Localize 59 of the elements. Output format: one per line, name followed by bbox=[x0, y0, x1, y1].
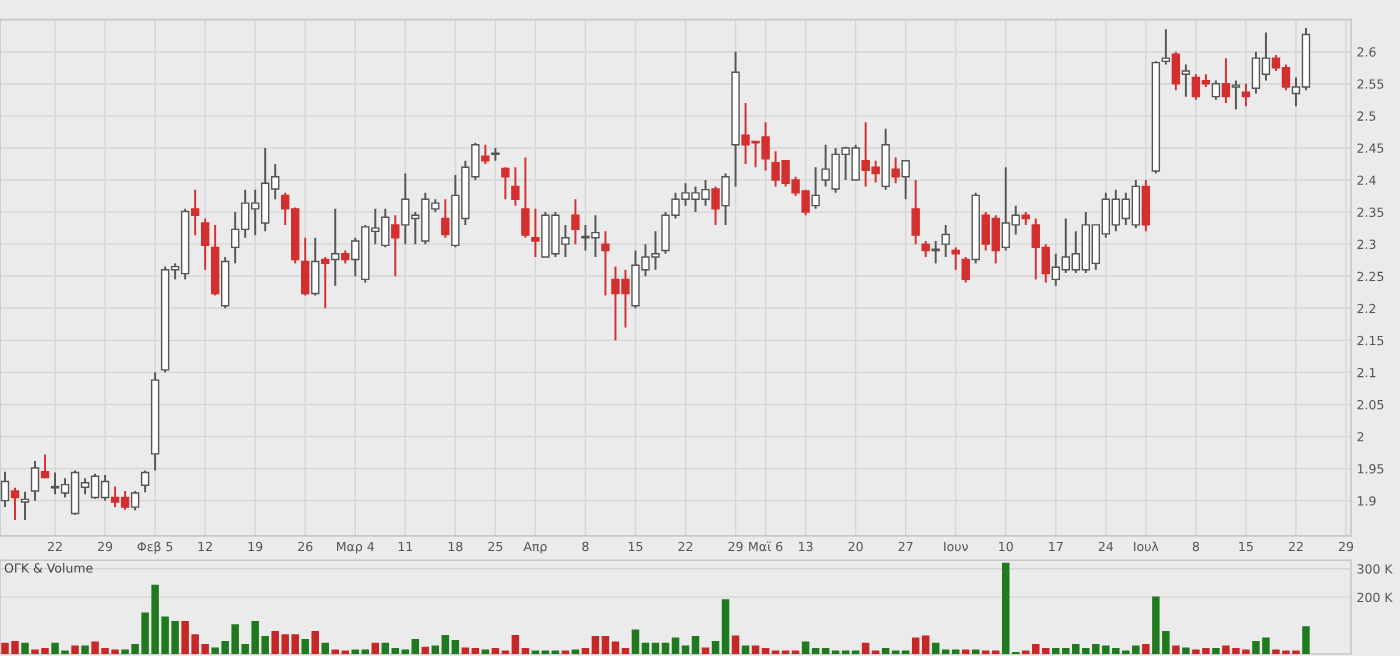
candlestick bbox=[571, 198, 580, 246]
candlestick bbox=[881, 127, 890, 191]
candlestick bbox=[531, 207, 540, 258]
candlestick bbox=[1231, 79, 1241, 111]
candlestick bbox=[140, 469, 150, 494]
bar bbox=[371, 642, 380, 655]
bar bbox=[1212, 648, 1220, 655]
candlestick bbox=[331, 207, 340, 287]
candlestick bbox=[10, 486, 20, 521]
bar bbox=[971, 649, 980, 655]
candlestick bbox=[391, 214, 400, 278]
candlestick bbox=[911, 179, 920, 246]
candlestick bbox=[1221, 57, 1231, 105]
candlestick bbox=[961, 256, 970, 284]
candlestick bbox=[311, 236, 320, 297]
candlestick bbox=[511, 166, 520, 207]
bar bbox=[961, 649, 970, 655]
bar bbox=[81, 645, 89, 655]
bar bbox=[1182, 647, 1190, 655]
candlestick bbox=[891, 156, 900, 185]
bar bbox=[301, 638, 309, 655]
bar bbox=[481, 649, 490, 655]
bar bbox=[731, 635, 740, 655]
candlestick bbox=[1171, 50, 1181, 92]
candlestick bbox=[1211, 79, 1221, 101]
bar bbox=[321, 642, 329, 655]
candlestick bbox=[501, 166, 510, 201]
bar bbox=[1302, 626, 1310, 655]
candlestick bbox=[200, 217, 210, 271]
candlestick bbox=[931, 239, 940, 265]
candlestick bbox=[481, 143, 490, 165]
candlestick bbox=[0, 470, 10, 509]
bar bbox=[21, 642, 29, 655]
bar bbox=[1142, 644, 1150, 655]
candlestick bbox=[441, 198, 450, 239]
bar bbox=[571, 649, 580, 655]
candlestick bbox=[190, 188, 200, 237]
bar bbox=[311, 631, 319, 655]
candlestick bbox=[1141, 179, 1151, 233]
candlestick bbox=[521, 156, 530, 239]
candlestick bbox=[321, 256, 330, 310]
candlestick bbox=[721, 172, 730, 226]
candlestick bbox=[811, 166, 820, 210]
candlestick bbox=[711, 185, 720, 226]
candlestick bbox=[901, 159, 910, 201]
candlestick bbox=[1181, 63, 1191, 98]
candlestick bbox=[1241, 82, 1251, 108]
bar bbox=[1172, 645, 1180, 655]
candlestick bbox=[1161, 28, 1171, 66]
candlestick bbox=[20, 490, 30, 521]
candlestick bbox=[601, 230, 610, 297]
candlestick bbox=[220, 256, 230, 310]
bar bbox=[71, 645, 79, 655]
bar bbox=[701, 647, 710, 655]
candlestick bbox=[130, 490, 140, 512]
candlestick bbox=[301, 236, 310, 297]
candlestick bbox=[30, 459, 40, 502]
candlestick bbox=[210, 223, 220, 297]
candlestick bbox=[941, 223, 950, 258]
